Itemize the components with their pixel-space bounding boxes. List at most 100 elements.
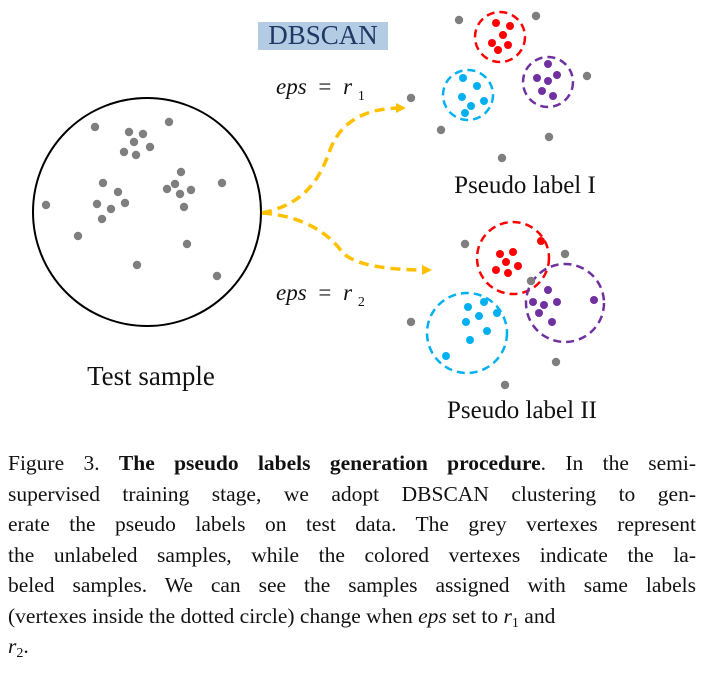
arrow-to-pseudo-label-2	[261, 211, 432, 275]
grey-point	[98, 178, 108, 188]
blue-point	[459, 74, 467, 82]
blue-point	[473, 82, 481, 90]
purple-cluster-boundary	[521, 55, 575, 109]
eps-r1-label: eps = r 1	[276, 74, 365, 104]
grey-point	[460, 239, 470, 249]
purple-point	[529, 298, 537, 306]
pseudo-label-2-caption: Pseudo label II	[447, 397, 597, 424]
grey-point	[175, 189, 185, 199]
purple-point	[553, 298, 561, 306]
grey-point	[92, 199, 102, 209]
grey-point	[436, 125, 446, 135]
caption-line: supervised training stage, we adopt DBSC…	[8, 479, 696, 510]
red-point	[492, 266, 500, 274]
caption-text: .	[23, 634, 29, 658]
caption-text: r	[8, 634, 17, 658]
arrow-to-pseudo-label-1	[261, 103, 406, 215]
pseudo-label-2-group	[406, 220, 606, 390]
blue-point	[461, 109, 469, 117]
blue-point	[464, 303, 472, 311]
dbscan-diagram: DBSCAN eps = r 1 eps = r 2	[32, 10, 606, 424]
grey-point	[113, 187, 123, 197]
grey-point	[500, 380, 510, 390]
caption-text: set to	[446, 603, 504, 628]
blue-point	[442, 352, 450, 360]
red-point	[488, 39, 496, 47]
grey-point	[162, 184, 172, 194]
purple-point	[549, 92, 557, 100]
caption-text: 1	[511, 615, 519, 631]
purple-point	[590, 296, 598, 304]
purple-point	[540, 301, 548, 309]
red-point	[504, 41, 512, 49]
purple-point	[544, 77, 552, 85]
blue-point	[467, 102, 475, 110]
caption-text: the unlabeled samples, while the colored…	[8, 542, 696, 567]
grey-point	[544, 132, 554, 142]
caption-line: r2.	[8, 631, 696, 662]
red-cluster-boundary	[473, 10, 527, 64]
grey-point	[106, 204, 116, 214]
purple-point	[544, 60, 552, 68]
caption-text: supervised training stage, we adopt DBSC…	[8, 481, 696, 506]
blue-point	[475, 312, 483, 320]
pseudo-label-1-caption: Pseudo label I	[454, 172, 596, 199]
grey-point	[212, 271, 222, 281]
red-point	[494, 46, 502, 54]
caption-line: beled samples. We can see the samples as…	[8, 570, 696, 601]
grey-point	[406, 317, 416, 327]
dbscan-label: DBSCAN	[268, 20, 378, 50]
blue-point	[458, 93, 466, 101]
purple-point	[553, 71, 561, 79]
grey-point	[120, 198, 130, 208]
grey-point	[186, 185, 196, 195]
blue-point	[480, 298, 488, 306]
purple-point	[544, 286, 552, 294]
figure-caption: Figure 3. The pseudo labels generation p…	[8, 448, 696, 662]
grey-point	[497, 153, 507, 163]
blue-point	[466, 336, 474, 344]
blue-point	[483, 327, 491, 335]
eps-r2-label: eps = r 2	[276, 280, 365, 310]
purple-point	[535, 309, 543, 317]
red-cluster-boundary	[475, 220, 551, 296]
blue-point	[493, 309, 501, 317]
caption-text: eps	[418, 603, 447, 628]
red-point	[506, 22, 514, 30]
grey-point	[145, 142, 155, 152]
grey-point	[129, 137, 139, 147]
caption-line: Figure 3. The pseudo labels generation p…	[8, 448, 696, 479]
red-point	[492, 19, 500, 27]
purple-point	[538, 87, 546, 95]
blue-cluster-boundary	[441, 68, 495, 122]
grey-point	[454, 15, 464, 25]
red-point	[496, 250, 504, 258]
caption-text: erate the pseudo labels on test data. Th…	[8, 512, 696, 536]
grey-point	[131, 150, 141, 160]
blue-point	[480, 97, 488, 105]
caption-text: . In the semi-	[540, 451, 696, 475]
purple-point	[548, 318, 556, 326]
grey-point	[182, 239, 192, 249]
caption-line: (vertexes inside the dotted circle) chan…	[8, 601, 696, 632]
red-point	[502, 258, 510, 266]
grey-point	[176, 167, 186, 177]
grey-point	[406, 93, 416, 103]
caption-text: The pseudo labels generation procedure	[118, 451, 541, 475]
grey-point	[531, 11, 541, 21]
blue-point	[462, 318, 470, 326]
caption-text: (vertexes inside the dotted circle) chan…	[8, 603, 419, 628]
caption-text: Figure 3.	[8, 451, 119, 475]
caption-line: the unlabeled samples, while the colored…	[8, 540, 696, 571]
purple-cluster-boundary	[524, 262, 606, 344]
grey-point	[164, 117, 174, 127]
grey-point	[170, 179, 180, 189]
grey-point	[119, 147, 129, 157]
grey-point	[526, 276, 536, 286]
pseudo-label-1-group	[406, 10, 592, 163]
red-point	[509, 248, 517, 256]
grey-point	[73, 231, 83, 241]
red-point	[504, 269, 512, 277]
test-sample-points	[41, 117, 227, 281]
grey-point	[132, 260, 142, 270]
